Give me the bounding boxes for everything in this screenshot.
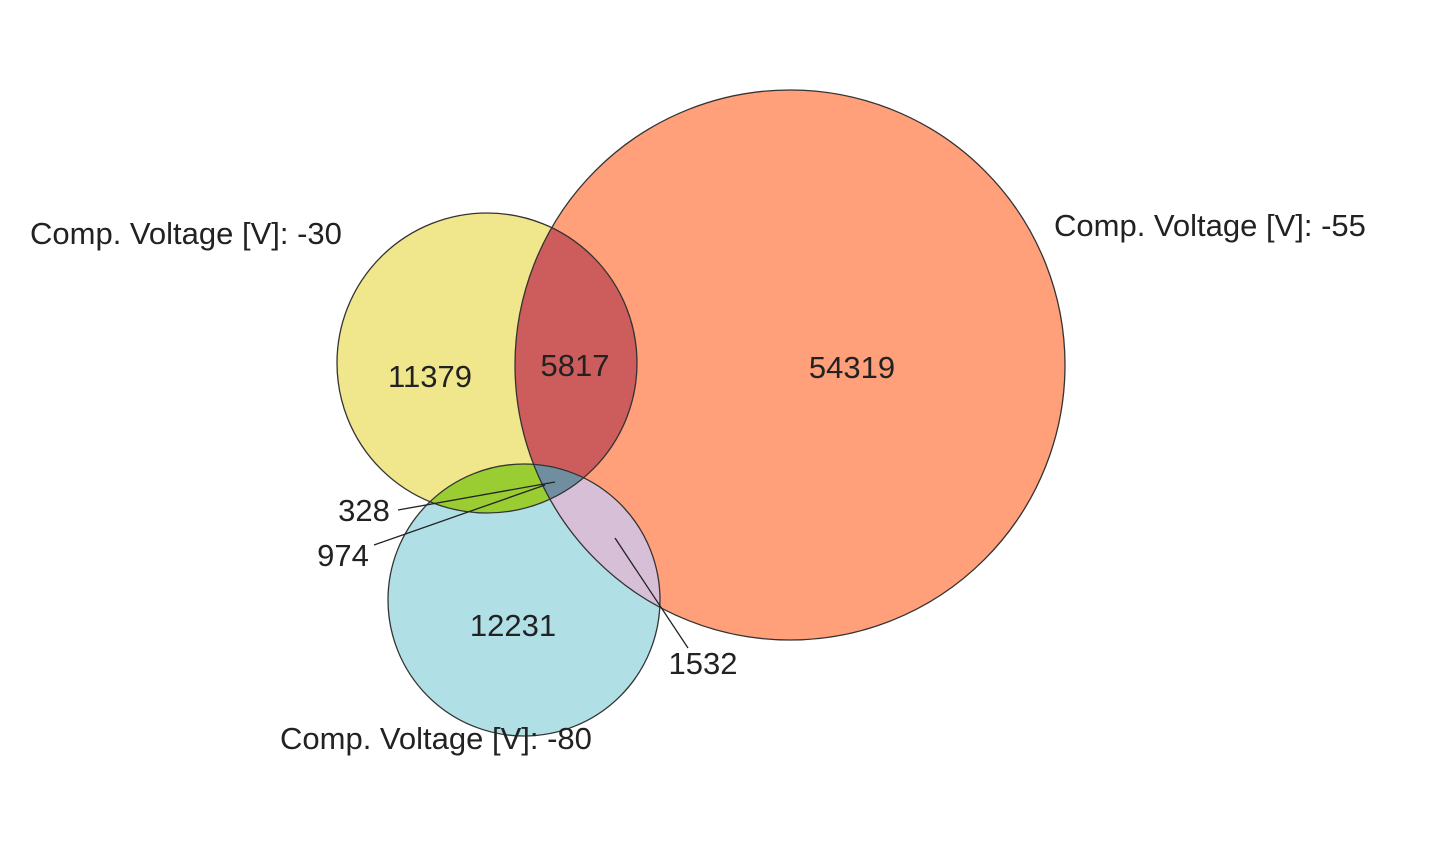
- region-count: 328: [338, 493, 390, 528]
- set-label: Comp. Voltage [V]: -80: [280, 721, 592, 756]
- region-count: 11379: [388, 359, 472, 394]
- set-circle: [515, 90, 1065, 640]
- region-count: 54319: [809, 350, 895, 385]
- leader-line: [614, 537, 689, 649]
- region-count: 5817: [541, 348, 610, 383]
- set-outline: [387, 463, 661, 737]
- region-count: 1532: [669, 646, 738, 681]
- region-count: 12231: [470, 608, 556, 643]
- set-outline: [336, 212, 638, 514]
- set-outline: [514, 89, 1066, 641]
- leader-line: [397, 481, 556, 511]
- leader-line: [373, 484, 546, 546]
- region-count: 974: [317, 538, 369, 573]
- set-label: Comp. Voltage [V]: -55: [1054, 208, 1366, 243]
- set-label: Comp. Voltage [V]: -30: [30, 216, 342, 251]
